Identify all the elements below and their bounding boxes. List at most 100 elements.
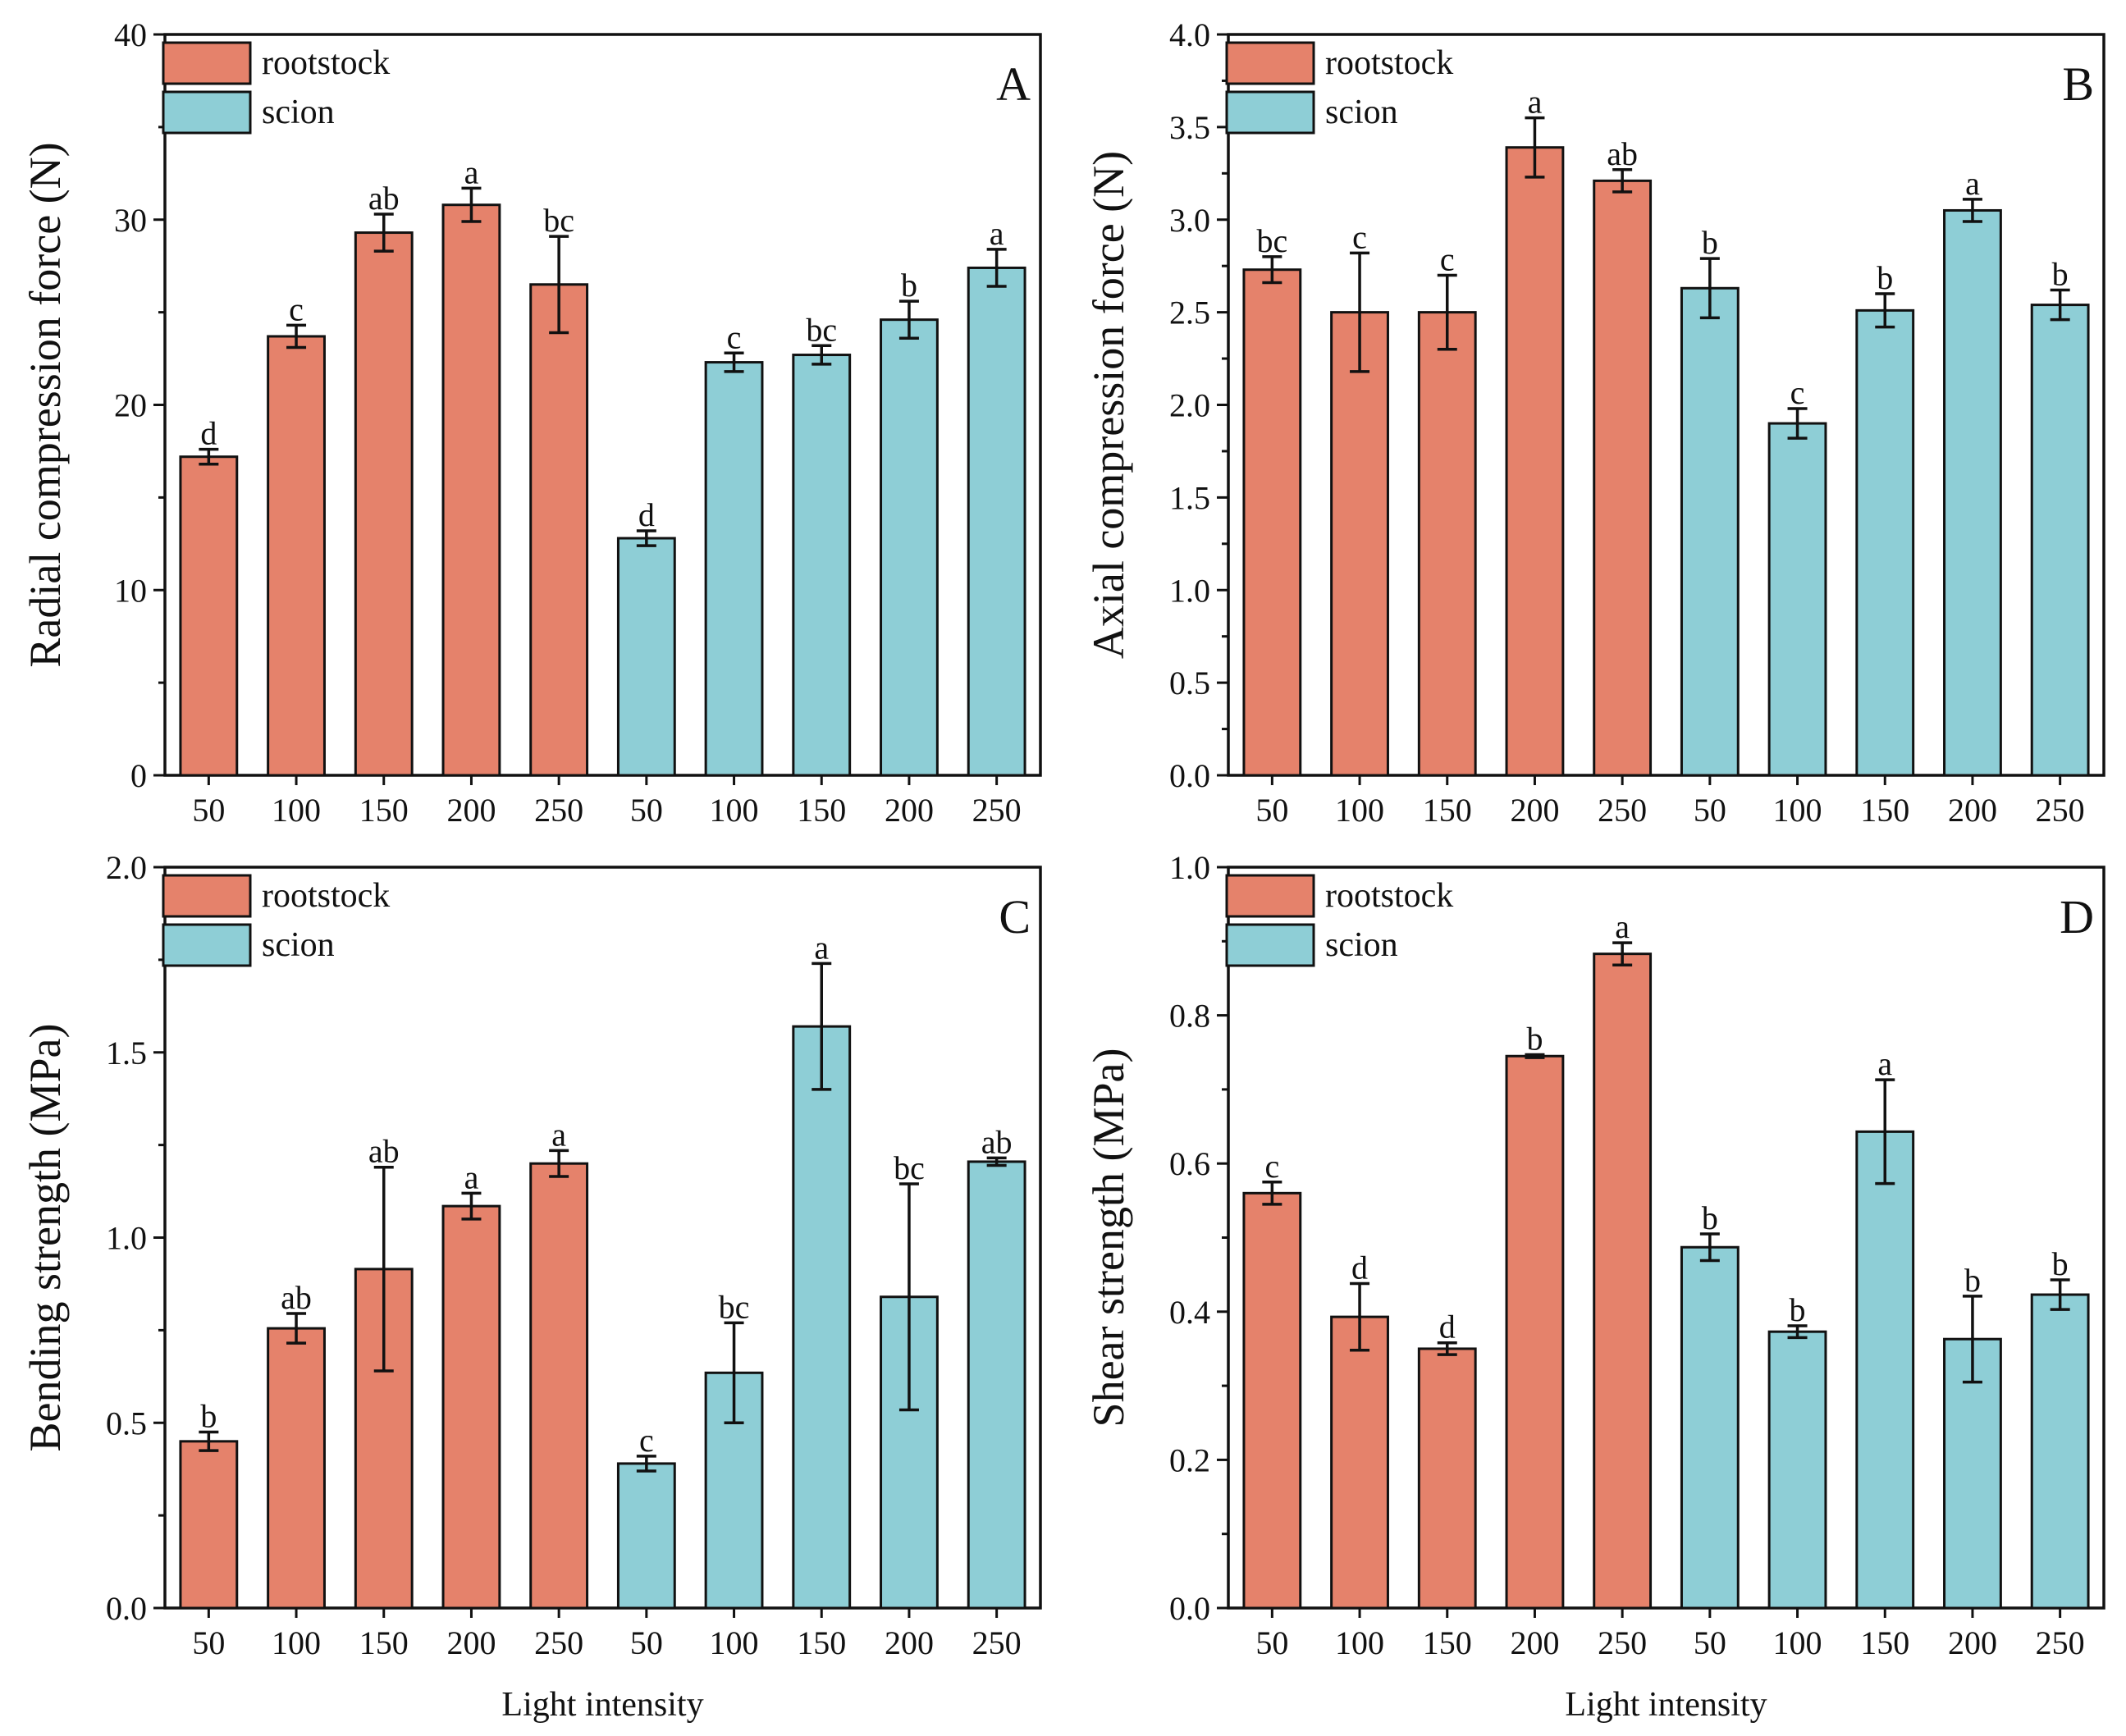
error-bar — [1262, 255, 1282, 285]
error-bar — [724, 1321, 744, 1424]
bar-rootstock-150 — [1417, 1347, 1477, 1610]
error-bar — [1612, 941, 1633, 966]
bar-rootstock-50 — [1242, 268, 1302, 777]
x-axis-title: Light intensity — [1565, 1686, 1767, 1724]
bar-rootstock-100 — [1330, 311, 1389, 777]
y-tick-label: 2.0 — [106, 849, 147, 886]
bar-scion-200 — [880, 318, 939, 777]
error-bar — [812, 962, 832, 1091]
error-bar — [549, 1149, 569, 1178]
x-tick-label: 100 — [1335, 1624, 1384, 1661]
bar-scion-100 — [704, 361, 764, 777]
legend-swatch-rootstock — [162, 41, 252, 85]
error-bar — [1525, 1053, 1545, 1059]
error-bar — [1350, 251, 1370, 373]
panel-d: 0.0 0.2 0.4 0.6 0.8 1.0 Shear strength (MPa) c 5… — [1084, 849, 2105, 1724]
y-axis-title: Axial compression force (N) — [1084, 151, 1133, 659]
bar-scion-150 — [1855, 308, 1915, 777]
significance-label: b — [2052, 256, 2069, 293]
bar-scion-100 — [1767, 422, 1827, 777]
bar-scion-250 — [2030, 1293, 2090, 1610]
error-bar — [1437, 1341, 1457, 1356]
error-bar — [1699, 1232, 1720, 1263]
error-bar — [1787, 407, 1808, 440]
x-tick-label: 200 — [1510, 1624, 1559, 1661]
significance-label: ab — [368, 1133, 400, 1170]
bar-scion-50 — [616, 537, 676, 777]
bar-scion-50 — [616, 1462, 676, 1610]
x-tick-label: 50 — [192, 1624, 225, 1661]
bar-rootstock-200 — [1505, 1054, 1565, 1610]
bar-rootstock-100 — [267, 1327, 326, 1610]
panel-letter: D — [2060, 890, 2094, 943]
error-bar — [1525, 116, 1545, 179]
bar-rootstock-200 — [441, 203, 501, 777]
legend-label-scion: scion — [1325, 926, 1398, 964]
legend-swatch-rootstock — [1225, 41, 1315, 85]
error-bar — [461, 186, 482, 223]
significance-label: d — [200, 415, 217, 452]
significance-label: ab — [368, 180, 400, 217]
bar-rootstock-200 — [1505, 146, 1565, 777]
significance-label: c — [1440, 240, 1455, 277]
x-tick-label: 100 — [1335, 792, 1384, 829]
y-tick-label: 1.5 — [106, 1035, 147, 1071]
bar-scion-200 — [1943, 208, 2002, 777]
error-bar — [812, 344, 832, 366]
bar-scion-150 — [792, 354, 852, 777]
x-tick-label: 100 — [710, 1624, 759, 1661]
bar-rootstock-150 — [354, 231, 414, 777]
significance-label: ab — [1607, 135, 1638, 172]
bar-scion-250 — [967, 266, 1026, 777]
y-tick-label: 0.5 — [106, 1405, 147, 1441]
x-tick-label: 100 — [1773, 1624, 1822, 1661]
significance-label: ab — [281, 1279, 312, 1316]
y-tick-label: 0.4 — [1169, 1294, 1210, 1331]
significance-label: a — [1615, 908, 1630, 945]
significance-label: b — [1526, 1020, 1543, 1057]
bar-scion-150 — [792, 1025, 852, 1610]
significance-label: c — [1790, 374, 1805, 411]
x-tick-label: 150 — [797, 792, 846, 829]
panel-letter: C — [999, 890, 1031, 943]
y-tick-label: 0.6 — [1169, 1145, 1210, 1182]
y-tick-label: 0 — [130, 757, 147, 794]
y-tick-label: 0.0 — [106, 1590, 147, 1627]
x-tick-label: 50 — [192, 792, 225, 829]
x-tick-label: 250 — [534, 792, 583, 829]
significance-label: bc — [543, 202, 574, 239]
significance-label: ab — [981, 1123, 1013, 1160]
x-tick-label: 50 — [1255, 1624, 1288, 1661]
bar-scion-100 — [1767, 1330, 1827, 1610]
significance-label: b — [1964, 1262, 1981, 1299]
x-tick-label: 250 — [1598, 792, 1647, 829]
error-bar — [1875, 292, 1895, 329]
significance-label: c — [639, 1422, 654, 1459]
error-bar — [1350, 1281, 1370, 1352]
x-axis-title: Light intensity — [501, 1686, 703, 1724]
x-tick-label: 100 — [272, 1624, 321, 1661]
significance-label: b — [1702, 1199, 1718, 1236]
significance-label: a — [551, 1116, 566, 1153]
significance-label: c — [289, 290, 304, 327]
error-bar — [461, 1191, 482, 1221]
y-tick-label: 40 — [114, 16, 147, 53]
y-tick-label: 0.0 — [1169, 757, 1210, 794]
legend-swatch-scion — [162, 923, 252, 967]
significance-label: a — [1877, 1045, 1892, 1082]
panel-b: 0.0 0.5 1.0 1.5 2.0 2.5 3.0 3.5 4.0 Axial compres… — [1084, 16, 2105, 829]
x-tick-label: 100 — [1773, 792, 1822, 829]
bar-rootstock-150 — [1417, 311, 1477, 777]
significance-label: a — [464, 1158, 479, 1195]
panel-letter: A — [996, 57, 1031, 111]
error-bar — [2050, 288, 2070, 322]
x-tick-label: 250 — [1598, 1624, 1647, 1661]
legend-label-rootstock: rootstock — [1325, 44, 1453, 82]
x-tick-label: 200 — [1510, 792, 1559, 829]
x-tick-label: 150 — [797, 1624, 846, 1661]
significance-label: d — [1439, 1309, 1456, 1345]
legend: rootstock scion — [162, 41, 390, 135]
bar-scion-250 — [967, 1160, 1026, 1610]
error-bar — [898, 1182, 919, 1412]
